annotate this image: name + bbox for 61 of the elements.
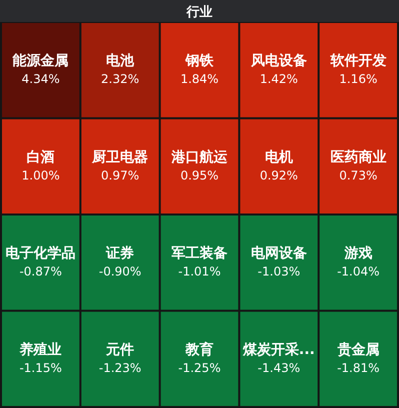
category-label: 医药商业 bbox=[330, 148, 386, 166]
cell: 养殖业 -1.15% bbox=[2, 312, 80, 406]
category-label: 证券 bbox=[105, 246, 134, 262]
cell: 能源金属 4.34% bbox=[2, 23, 80, 118]
category-label: 钢铁 bbox=[184, 53, 214, 70]
data-label: 1.00% bbox=[22, 168, 60, 182]
data-label: 2.32% bbox=[101, 72, 140, 86]
data-label: 0.97% bbox=[101, 168, 140, 182]
data-label: -0.87% bbox=[19, 264, 62, 279]
data-label: -1.04% bbox=[337, 264, 380, 279]
cell: 电网设备 -1.03% bbox=[240, 216, 318, 310]
data-label: 0.95% bbox=[180, 168, 219, 182]
data-label: -1.23% bbox=[98, 360, 142, 375]
category-label: 软件开发 bbox=[329, 53, 386, 70]
category-label: 煤炭开采... bbox=[242, 342, 315, 358]
category-label: 电子化学品 bbox=[6, 246, 76, 262]
cell: 电子化学品 -0.87% bbox=[2, 216, 80, 310]
cell: 软件开发 1.16% bbox=[320, 23, 397, 118]
category-label: 游戏 bbox=[343, 246, 372, 262]
category-label: 港口航运 bbox=[170, 148, 228, 166]
cell: 教育 -1.25% bbox=[160, 312, 238, 406]
cell: 电池 2.32% bbox=[81, 23, 159, 118]
cell: 煤炭开采... -1.43% bbox=[240, 312, 318, 406]
category-label: 电池 bbox=[106, 53, 136, 70]
category-label: 教育 bbox=[184, 340, 214, 358]
data-label: 1.84% bbox=[180, 72, 219, 86]
category-label: 军工装备 bbox=[172, 246, 228, 262]
data-label: -1.25% bbox=[178, 360, 221, 375]
data-label: -1.81% bbox=[337, 360, 380, 375]
data-label: 1.42% bbox=[260, 72, 298, 86]
data-label: 0.92% bbox=[260, 168, 298, 182]
data-label: 0.73% bbox=[339, 168, 378, 182]
cell: 医药商业 0.73% bbox=[320, 119, 397, 214]
category-label: 贵金属 bbox=[336, 342, 380, 358]
category-label: 风电设备 bbox=[250, 53, 307, 70]
data-label: -1.15% bbox=[19, 360, 62, 375]
category-label: 能源金属 bbox=[12, 53, 69, 70]
cell: 钢铁 1.84% bbox=[160, 23, 238, 118]
cell: 电机 0.92% bbox=[240, 119, 318, 214]
title: 行业 bbox=[0, 0, 399, 22]
cell: 厨卫电器 0.97% bbox=[81, 119, 159, 214]
category-label: 白酒 bbox=[26, 149, 55, 166]
cell: 游戏 -1.04% bbox=[320, 216, 397, 310]
data-label: 4.34% bbox=[22, 72, 60, 86]
data-label: -1.43% bbox=[258, 360, 300, 375]
data-label: -1.03% bbox=[258, 264, 300, 279]
category-label: 电网设备 bbox=[250, 246, 307, 262]
data-label: -0.90% bbox=[98, 264, 142, 279]
cell: 证券 -0.90% bbox=[81, 216, 159, 310]
category-label: 元件 bbox=[105, 342, 134, 358]
cell: 风电设备 1.42% bbox=[240, 23, 318, 118]
cell: 白酒 1.00% bbox=[2, 119, 80, 214]
category-label: 电机 bbox=[264, 149, 293, 166]
cell: 贵金属 -1.81% bbox=[320, 312, 397, 406]
cell: 港口航运 0.95% bbox=[160, 119, 238, 214]
data-label: -1.01% bbox=[178, 264, 221, 279]
category-label: 养殖业 bbox=[18, 340, 62, 358]
cell: 军工装备 -1.01% bbox=[160, 216, 238, 310]
data-label: 1.16% bbox=[339, 72, 378, 86]
category-label: 厨卫电器 bbox=[91, 149, 148, 166]
cell: 元件 -1.23% bbox=[81, 312, 159, 406]
